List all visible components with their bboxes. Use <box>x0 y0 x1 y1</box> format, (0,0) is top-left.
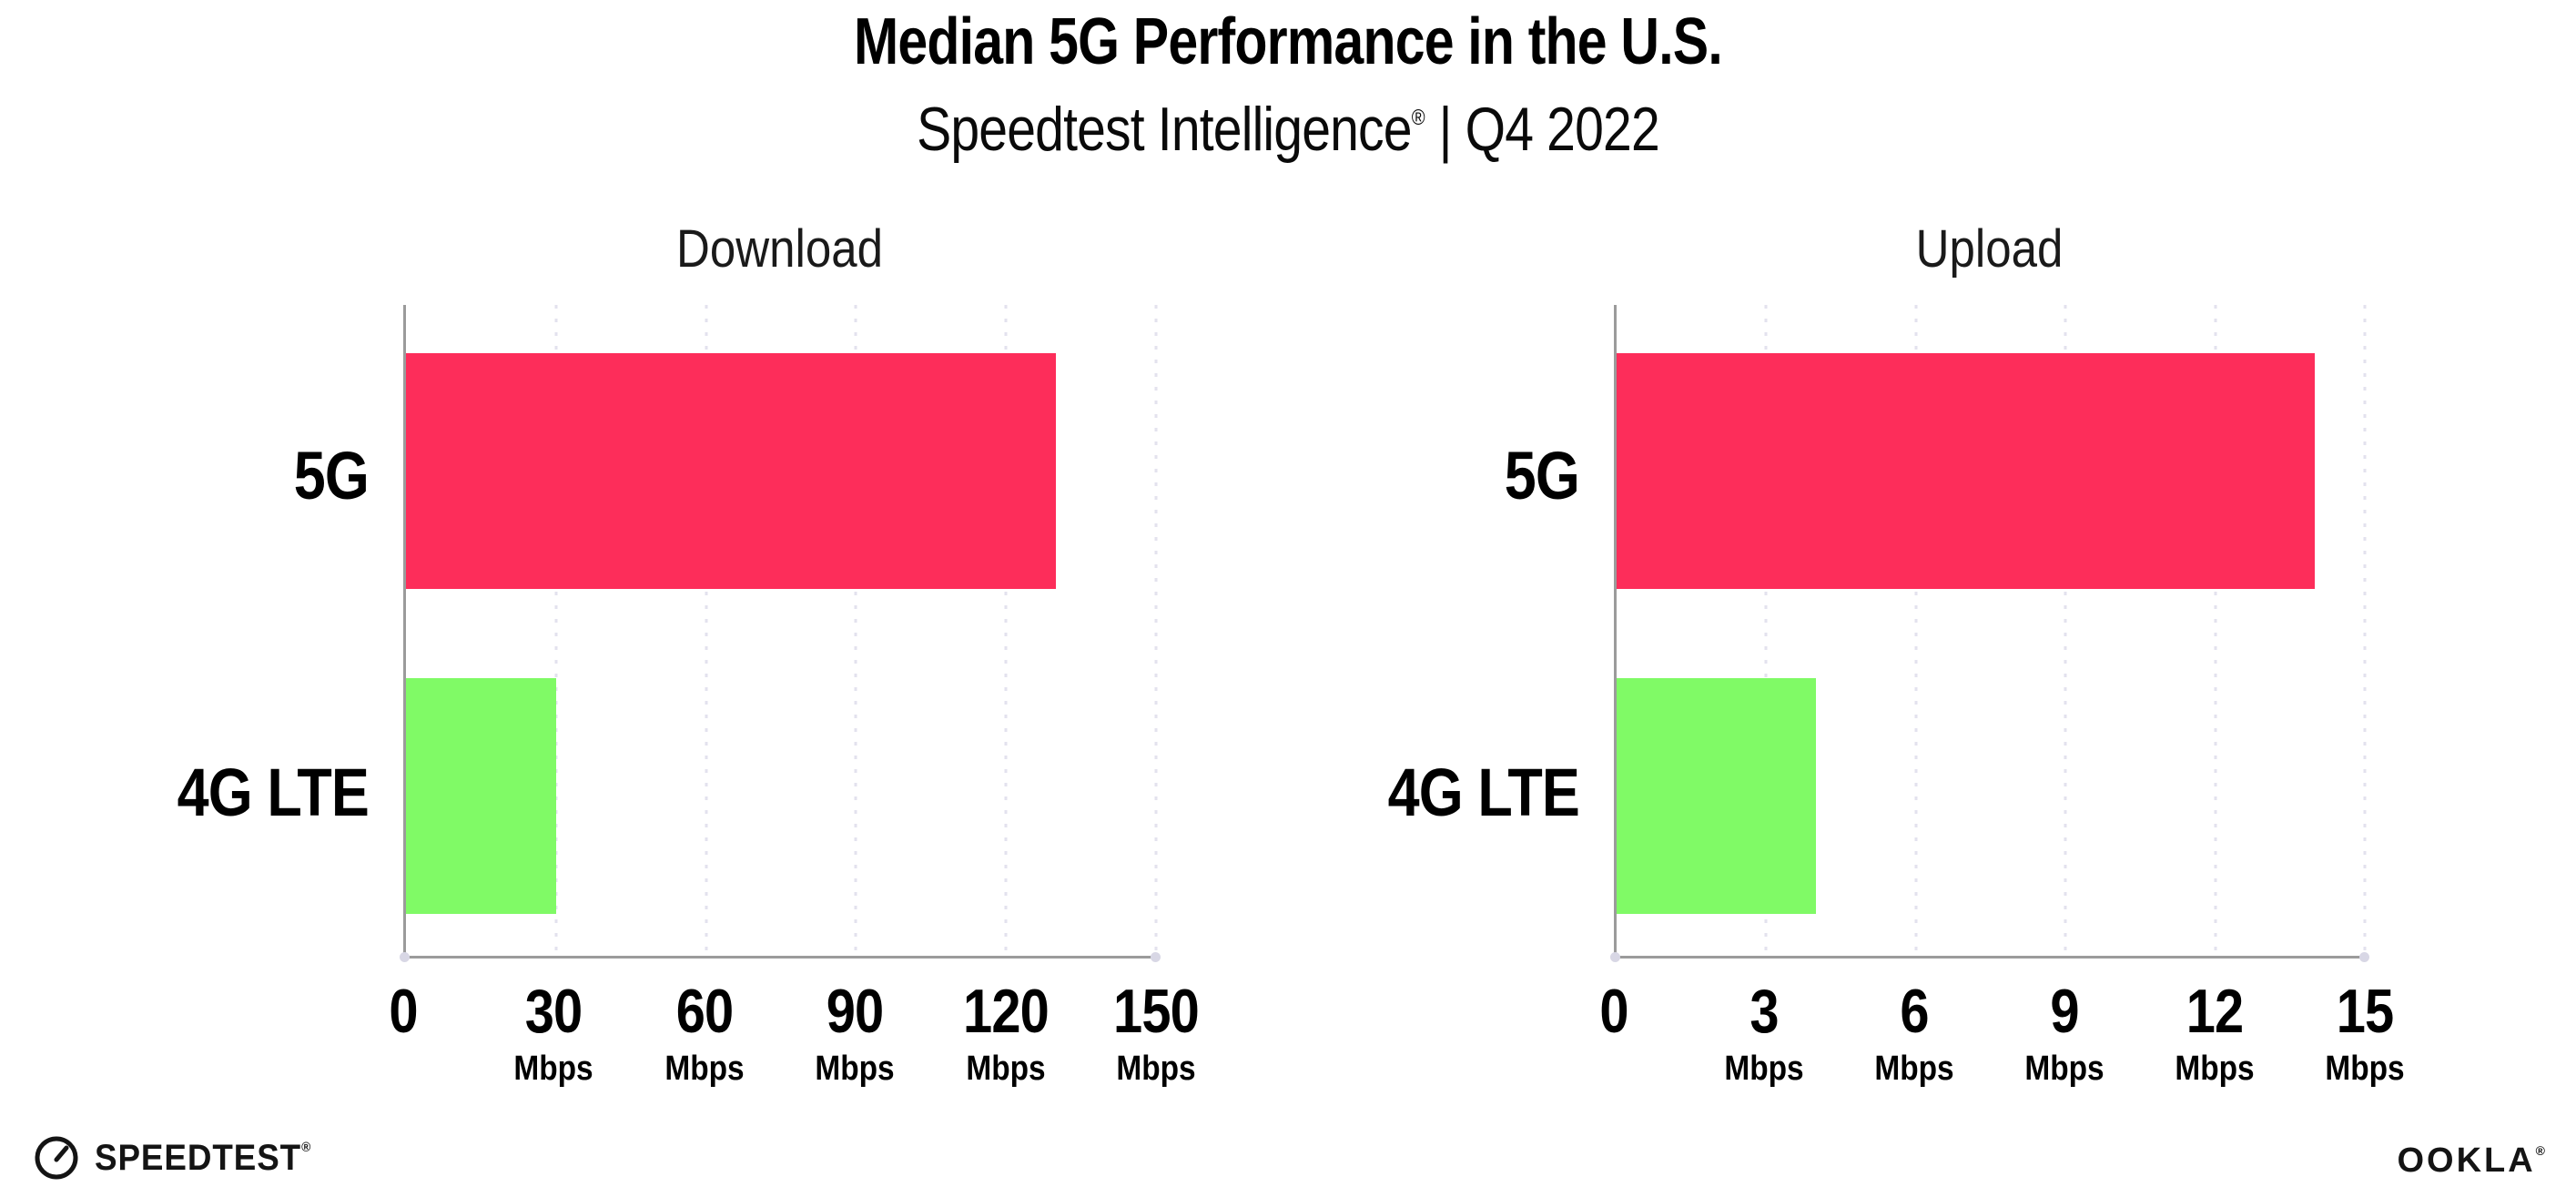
x-tick-3: 3 Mbps <box>1664 980 1864 1086</box>
download-chart: Download 5G 4G LTE 0 30 Mbps 60 Mbps 90 Mbp… <box>177 223 1200 1087</box>
tick-unit-label: Mbps <box>2325 1050 2405 1088</box>
bar-4g-lte-upload <box>1617 678 1817 914</box>
gridline-90 <box>854 305 857 956</box>
x-tick-30: 30 Mbps <box>453 980 654 1086</box>
upload-plot-area <box>1610 305 2369 962</box>
ookla-wordmark: OOKLA® <box>2397 1141 2545 1180</box>
gridline-60 <box>705 305 708 956</box>
x-tick-120: 120 Mbps <box>906 980 1106 1086</box>
tick-unit-label: Mbps <box>1116 1050 1196 1088</box>
x-tick-90: 90 Mbps <box>755 980 955 1086</box>
tick-unit-label: Mbps <box>1724 1050 1804 1088</box>
subtitle-brand: Speedtest Intelligence <box>917 95 1412 164</box>
upload-chart: Upload 5G 4G LTE 0 3 Mbps 6 Mbps 9 Mbps 12 M… <box>1388 223 2405 1087</box>
gridline-30 <box>554 305 558 956</box>
tick-unit-label: Mbps <box>2024 1050 2104 1088</box>
gauge-needle-icon <box>33 1134 80 1182</box>
tick-unit-label: Mbps <box>2175 1050 2255 1088</box>
x-tick-60: 60 Mbps <box>604 980 805 1086</box>
axis-end-dot <box>1151 952 1161 962</box>
category-label-4g-lte: 4G LTE <box>177 755 370 830</box>
category-label-4g-lte: 4G LTE <box>1387 755 1580 830</box>
axis-origin-dot <box>1610 952 1620 962</box>
registered-mark: ® <box>301 1140 312 1155</box>
registered-mark: ® <box>1411 106 1425 130</box>
bar-4g-lte-download <box>406 678 556 914</box>
x-tick-9: 9 Mbps <box>1964 980 2165 1086</box>
gridline-15 <box>2363 305 2367 956</box>
registered-mark: ® <box>2535 1143 2545 1158</box>
gridline-9 <box>2064 305 2067 956</box>
download-chart-title: Download <box>675 219 883 279</box>
tick-unit-label: Mbps <box>664 1050 745 1088</box>
upload-chart-title: Upload <box>1915 219 2064 279</box>
x-tick-12: 12 Mbps <box>2115 980 2315 1086</box>
gridline-12 <box>2214 305 2217 956</box>
x-tick-15: 15 Mbps <box>2265 980 2465 1086</box>
tick-unit-label: Mbps <box>513 1050 594 1088</box>
x-tick-150: 150 Mbps <box>1056 980 1256 1086</box>
subtitle-separator: | <box>1425 95 1465 164</box>
gridline-3 <box>1764 305 1768 956</box>
gridline-6 <box>1914 305 1918 956</box>
speedtest-wordmark: SPEEDTEST® <box>95 1138 312 1178</box>
category-label-5g: 5G <box>293 438 370 513</box>
gridline-120 <box>1004 305 1008 956</box>
subtitle-period: Q4 2022 <box>1465 95 1660 164</box>
category-label-5g: 5G <box>1504 438 1580 513</box>
x-tick-0: 0 <box>389 977 418 1046</box>
tick-unit-label: Mbps <box>815 1050 895 1088</box>
download-plot-area <box>400 305 1161 962</box>
axis-origin-dot <box>400 952 410 962</box>
axis-end-dot <box>2359 952 2369 962</box>
x-tick-0: 0 <box>1599 977 1628 1046</box>
tick-unit-label: Mbps <box>1874 1050 1954 1088</box>
speedtest-logo: SPEEDTEST® <box>33 1134 330 1182</box>
x-tick-6: 6 Mbps <box>1814 980 2014 1086</box>
tick-unit-label: Mbps <box>965 1050 1046 1088</box>
bar-5g-download <box>406 353 1057 589</box>
page-title: Median 5G Performance in the U.S. <box>854 5 1723 78</box>
gridline-150 <box>1154 305 1158 956</box>
page-subtitle: Speedtest Intelligence® | Q4 2022 <box>206 98 2369 160</box>
bar-5g-upload <box>1617 353 2316 589</box>
